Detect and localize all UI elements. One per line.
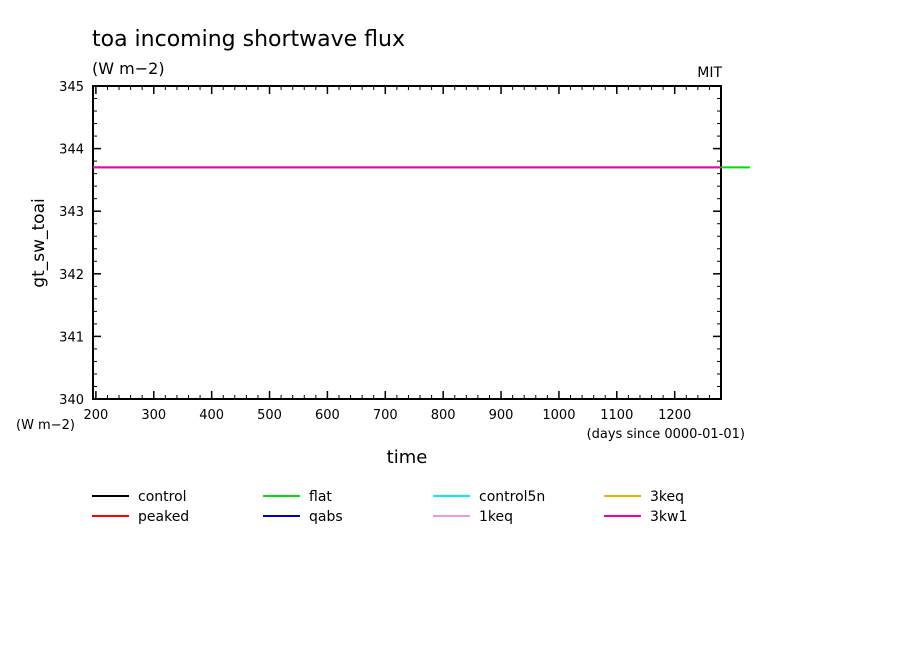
legend-label-flat: flat: [309, 489, 332, 505]
x-axis-ticks: 200 300 400 500 600 700 800 900 1000 1100 1200: [83, 86, 691, 423]
x-tick-label: 900: [489, 408, 514, 423]
y-tick-label: 340: [59, 393, 84, 408]
chart-subtitle: (W m−2): [92, 59, 165, 78]
x-tick-label: 700: [373, 408, 398, 423]
corner-label: MIT: [697, 65, 722, 81]
x-tick-label: 1000: [542, 408, 575, 423]
x-tick-label: 300: [141, 408, 166, 423]
legend-label-qabs: qabs: [309, 509, 343, 525]
x-unit-label: (days since 0000-01-01): [587, 427, 745, 442]
y-axis-ticks: 340 341 342 343 344 345: [59, 80, 721, 408]
chart-title: toa incoming shortwave flux: [92, 27, 405, 52]
x-tick-label: 200: [83, 408, 108, 423]
legend: control flat control5n 3keq peaked qabs 1keq 3k…: [92, 489, 687, 525]
y-axis-label: gt_sw_toai: [29, 198, 49, 287]
x-tick-label: 500: [257, 408, 282, 423]
legend-label-peaked: peaked: [138, 509, 189, 525]
minor-ticks: [93, 85, 722, 400]
plot-frame: [92, 85, 722, 400]
y-tick-label: 343: [59, 205, 84, 220]
legend-label-1keq: 1keq: [479, 509, 513, 525]
legend-label-control: control: [138, 489, 187, 505]
x-tick-label: 1100: [600, 408, 633, 423]
x-tick-label: 400: [199, 408, 224, 423]
y-tick-label: 342: [59, 268, 84, 283]
y-unit-label: (W m−2): [16, 418, 75, 433]
x-axis-label: time: [387, 447, 428, 468]
x-tick-label: 1200: [658, 408, 691, 423]
x-tick-label: 800: [431, 408, 456, 423]
legend-label-control5n: control5n: [479, 489, 545, 505]
plot-area: 200 300 400 500 600 700 800 900 1000 1100 1200 340…: [59, 80, 750, 423]
y-tick-label: 345: [59, 80, 84, 95]
legend-label-3keq: 3keq: [650, 489, 684, 505]
y-tick-label: 344: [59, 143, 84, 158]
legend-label-3kw1: 3kw1: [650, 509, 687, 525]
y-tick-label: 341: [59, 330, 84, 345]
x-tick-label: 600: [315, 408, 340, 423]
